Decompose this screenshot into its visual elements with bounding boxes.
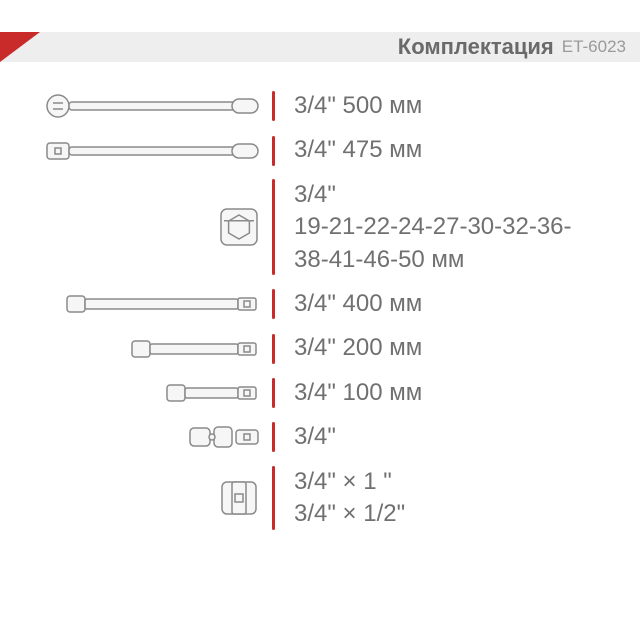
tool-icon — [0, 136, 270, 166]
tool-icon — [0, 293, 270, 315]
header-triangle — [0, 32, 40, 62]
spec-text: 3/4" × 1 " 3/4" × 1/2" — [276, 466, 628, 531]
spec-row: 3/4" — [0, 421, 628, 453]
spec-row: 3/4" × 1 " 3/4" × 1/2" — [0, 466, 628, 531]
tool-icon — [0, 91, 270, 121]
header-code: ET-6023 — [562, 37, 626, 57]
spec-row: 3/4" 19-21-22-24-27-30-32-36- 38-41-46-5… — [0, 179, 628, 276]
spec-row: 3/4" 200 мм — [0, 332, 628, 364]
tool-icon — [0, 382, 270, 404]
spec-text: 3/4" 400 мм — [276, 288, 628, 320]
spec-row: 3/4" 400 мм — [0, 288, 628, 320]
tool-icon — [0, 478, 270, 518]
spec-list: 3/4" 500 мм 3/4" 475 мм 3/4" 19-21-22-24-2… — [0, 90, 628, 542]
spec-text: 3/4" — [276, 421, 628, 453]
tool-icon — [0, 338, 270, 360]
spec-row: 3/4" 100 мм — [0, 377, 628, 409]
spec-text: 3/4" 200 мм — [276, 332, 628, 364]
header-bar: Комплектация ET-6023 — [0, 32, 640, 62]
spec-text: 3/4" 100 мм — [276, 377, 628, 409]
spec-text: 3/4" 19-21-22-24-27-30-32-36- 38-41-46-5… — [276, 179, 628, 276]
spec-row: 3/4" 475 мм — [0, 134, 628, 166]
header-title: Комплектация — [398, 34, 554, 60]
spec-text: 3/4" 475 мм — [276, 134, 628, 166]
spec-row: 3/4" 500 мм — [0, 90, 628, 122]
spec-text: 3/4" 500 мм — [276, 90, 628, 122]
tool-icon — [0, 423, 270, 451]
tool-icon — [0, 206, 270, 248]
